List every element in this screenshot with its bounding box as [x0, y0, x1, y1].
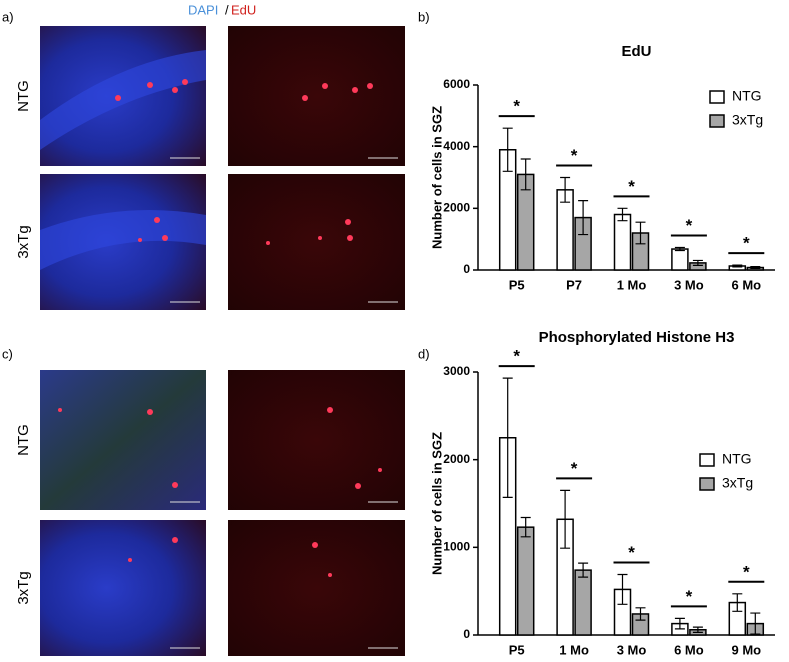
legend-swatch [699, 453, 715, 467]
legend-label: NTG [722, 451, 752, 467]
stain-edu: EdU [231, 2, 256, 17]
error-bar [560, 489, 571, 549]
x-tick-label: 1 Mo [559, 642, 589, 657]
error-bar [674, 617, 685, 630]
error-bar [560, 176, 571, 203]
y-tick-label: 3000 [443, 364, 470, 378]
legend-swatch [699, 477, 715, 491]
cell-layer [40, 210, 206, 270]
significance-label: * [571, 459, 578, 478]
significance-label: * [743, 234, 750, 253]
error-bar [502, 377, 513, 498]
x-tick-label: 3 Mo [617, 642, 647, 657]
error-bar [520, 516, 531, 538]
legend-swatch [709, 90, 725, 104]
stain-sep: / [225, 2, 229, 17]
error-bar [502, 127, 513, 172]
row-label: 3xTg [15, 225, 32, 258]
significance-label: * [571, 146, 578, 165]
error-bar [520, 158, 531, 191]
x-tick-label: 6 Mo [674, 642, 704, 657]
x-tick-label: 9 Mo [731, 642, 761, 657]
micrograph [228, 26, 405, 166]
row-label: 3xTg [15, 571, 32, 604]
panel-label: a) [2, 9, 14, 24]
significance-label: * [686, 216, 693, 235]
y-tick-label: 1000 [443, 540, 470, 554]
row-label: NTG [15, 424, 32, 456]
y-tick-label: 4000 [443, 139, 470, 153]
x-tick-label: P5 [509, 277, 525, 292]
legend-label: 3xTg [722, 475, 753, 491]
bar [613, 213, 632, 271]
y-tick-label: 6000 [443, 77, 470, 91]
error-bar [635, 607, 646, 621]
micrograph [40, 520, 206, 656]
y-tick-label: 2000 [443, 452, 470, 466]
error-bar [578, 200, 589, 236]
y-tick-label: 0 [463, 262, 470, 276]
micrograph [40, 370, 206, 510]
x-tick-label: P7 [566, 277, 582, 292]
x-tick-label: 1 Mo [617, 277, 647, 292]
legend-label: NTG [732, 88, 762, 104]
significance-label: * [513, 347, 520, 366]
bar [574, 569, 592, 636]
error-bar [692, 259, 703, 266]
panel-label: b) [418, 9, 430, 24]
micrograph [228, 174, 405, 310]
x-tick-label: 6 Mo [731, 277, 761, 292]
x-tick-label: 3 Mo [674, 277, 704, 292]
x-tick-label: P5 [509, 642, 525, 657]
scale-bars [170, 157, 398, 649]
error-bar [692, 626, 703, 633]
error-bar [732, 264, 743, 268]
legend-swatch [709, 114, 725, 128]
legend-label: 3xTg [732, 112, 763, 128]
error-bar [635, 221, 646, 245]
error-bar [750, 612, 761, 635]
chart-title: EdU [622, 43, 652, 60]
row-label: NTG [15, 80, 32, 112]
error-bar [617, 573, 628, 605]
cell-layer [40, 50, 206, 150]
micrograph [228, 370, 405, 510]
error-bar [617, 207, 628, 222]
panel-label: d) [418, 346, 430, 361]
y-tick-label: 0 [463, 627, 470, 641]
y-axis-label: Number of cells in SGZ [429, 106, 444, 249]
y-axis-label: Number of cells in SGZ [429, 432, 444, 575]
error-bar [674, 246, 685, 252]
bar [516, 526, 535, 636]
y-tick-label: 2000 [443, 201, 470, 215]
chart-title: Phosphorylated Histone H3 [539, 329, 735, 346]
panel-label: c) [2, 346, 13, 361]
significance-label: * [628, 177, 635, 196]
significance-label: * [628, 543, 635, 562]
error-bar [750, 266, 761, 270]
significance-label: * [513, 97, 520, 116]
stain-dapi: DAPI [188, 2, 218, 17]
error-bar [732, 593, 743, 612]
significance-label: * [743, 562, 750, 581]
error-bar [578, 562, 589, 578]
spots [58, 79, 382, 577]
micrograph [228, 520, 405, 656]
significance-label: * [686, 587, 693, 606]
bar [671, 248, 689, 271]
